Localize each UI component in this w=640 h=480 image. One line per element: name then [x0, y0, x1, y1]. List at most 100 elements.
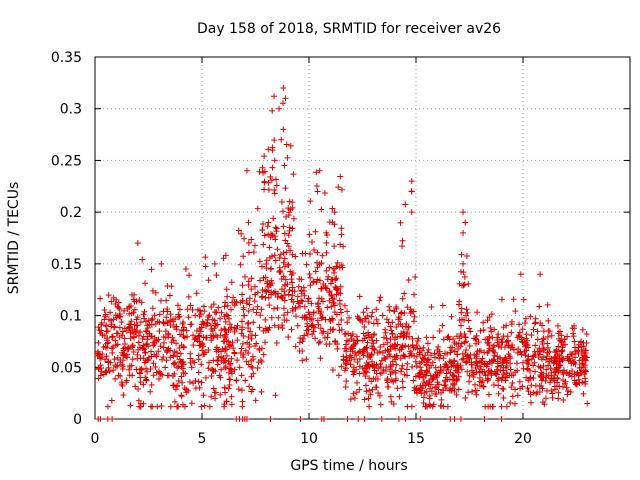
data-point — [119, 361, 126, 368]
data-point — [285, 262, 292, 269]
data-point — [323, 239, 330, 246]
data-point — [259, 227, 266, 234]
data-point — [571, 338, 578, 345]
data-point — [171, 370, 178, 377]
data-point — [420, 394, 427, 401]
data-point — [240, 312, 247, 319]
data-point — [370, 340, 377, 347]
data-point — [473, 369, 480, 376]
data-point — [564, 387, 571, 394]
data-point — [515, 332, 522, 339]
data-point — [248, 286, 255, 293]
data-point — [227, 376, 234, 383]
data-point — [97, 355, 104, 362]
data-point — [527, 313, 534, 320]
data-point — [279, 208, 286, 215]
data-point — [465, 280, 472, 287]
data-point — [397, 219, 404, 226]
data-point — [319, 252, 326, 259]
data-point — [126, 366, 133, 373]
data-point — [243, 167, 250, 174]
data-point — [318, 260, 325, 267]
data-point — [485, 339, 492, 346]
data-point — [288, 326, 295, 333]
data-point — [488, 358, 495, 365]
data-point — [280, 85, 287, 92]
data-point — [188, 400, 195, 407]
data-point — [539, 338, 546, 345]
data-point — [281, 297, 288, 304]
data-point — [272, 236, 279, 243]
data-point — [135, 397, 142, 404]
data-point — [315, 300, 322, 307]
data-point — [418, 367, 425, 374]
data-point — [532, 315, 539, 322]
data-point — [316, 277, 323, 284]
data-point — [539, 322, 546, 329]
y-tick-label: 0.1 — [60, 309, 82, 325]
data-point — [573, 347, 580, 354]
data-point — [149, 287, 156, 294]
data-point — [408, 209, 415, 216]
data-point — [289, 292, 296, 299]
data-point — [534, 336, 541, 343]
data-point — [399, 362, 406, 369]
data-point — [374, 320, 381, 327]
data-point — [387, 362, 394, 369]
data-point — [200, 392, 207, 399]
data-point — [238, 330, 245, 337]
data-point — [505, 342, 512, 349]
data-point — [249, 386, 256, 393]
data-point — [289, 225, 296, 232]
data-point — [359, 318, 366, 325]
data-point — [320, 298, 327, 305]
data-point — [190, 380, 197, 387]
data-point — [429, 376, 436, 383]
data-point — [413, 362, 420, 369]
data-point — [342, 360, 349, 367]
data-point — [387, 371, 394, 378]
data-point — [326, 288, 333, 295]
data-point — [343, 337, 350, 344]
data-point — [514, 349, 521, 356]
data-point — [484, 317, 491, 324]
data-point — [290, 215, 297, 222]
data-point — [166, 292, 173, 299]
data-point — [137, 319, 144, 326]
data-point — [167, 311, 174, 318]
data-point — [336, 297, 343, 304]
data-point — [567, 389, 574, 396]
data-point — [256, 324, 263, 331]
data-point — [120, 392, 127, 399]
data-point — [571, 344, 578, 351]
data-point — [140, 342, 147, 349]
data-point — [117, 314, 124, 321]
data-point — [257, 312, 264, 319]
data-point — [262, 274, 269, 281]
data-point — [265, 186, 272, 193]
data-point — [313, 182, 320, 189]
data-point — [302, 250, 309, 257]
data-point — [473, 355, 480, 362]
data-point — [512, 369, 519, 376]
data-point — [423, 380, 430, 387]
data-point — [373, 337, 380, 344]
data-point — [245, 281, 252, 288]
data-point — [452, 367, 459, 374]
data-point — [182, 370, 189, 377]
data-point — [221, 384, 228, 391]
data-point — [528, 332, 535, 339]
data-point — [448, 360, 455, 367]
data-point — [221, 313, 228, 320]
x-axis-label: GPS time / hours — [290, 458, 407, 474]
data-point — [334, 285, 341, 292]
data-point — [222, 347, 229, 354]
data-point — [436, 328, 443, 335]
data-point — [463, 359, 470, 366]
data-point — [200, 334, 207, 341]
data-point — [474, 387, 481, 394]
data-point — [222, 318, 229, 325]
data-point — [460, 260, 467, 267]
data-point — [263, 288, 270, 295]
data-point — [447, 349, 454, 356]
